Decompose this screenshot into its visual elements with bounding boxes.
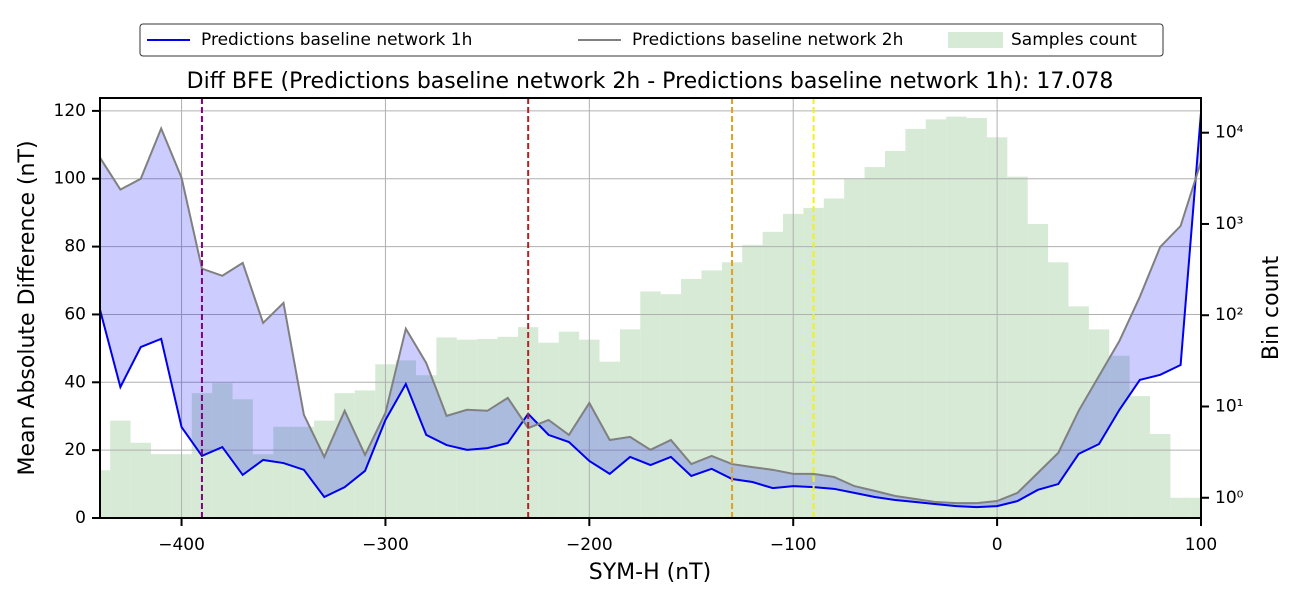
x-axis-label: SYM-H (nT) <box>589 560 711 585</box>
histogram-bar <box>477 338 498 518</box>
histogram-bar <box>558 331 580 518</box>
histogram-bar <box>395 360 417 518</box>
histogram-bar <box>1190 497 1201 518</box>
legend-swatch <box>948 32 1003 48</box>
y2-axis-label: Bin count <box>1259 256 1284 361</box>
histogram-bar <box>1129 396 1151 518</box>
legend-label: Predictions baseline network 2h <box>632 30 903 50</box>
histogram-bar <box>1088 329 1110 518</box>
y2-tick-label: 10⁴ <box>1215 123 1244 143</box>
histogram-bar <box>966 117 987 518</box>
histogram-bar <box>150 454 172 518</box>
x-tick-label: 0 <box>992 535 1003 555</box>
histogram-bar <box>1170 497 1191 518</box>
histogram-bar <box>1007 176 1028 518</box>
y-tick-label: 120 <box>54 101 86 121</box>
histogram-bar <box>538 342 559 518</box>
y2-tick-label: 10³ <box>1215 214 1243 234</box>
series-line <box>100 112 1201 509</box>
y2-tick-label: 10¹ <box>1215 396 1243 416</box>
histogram-bar <box>701 270 722 518</box>
histogram-bar <box>293 426 315 518</box>
histogram-bar <box>905 128 926 518</box>
histogram-bar <box>864 167 885 518</box>
y-tick-label: 0 <box>75 508 86 528</box>
y2-tick-label: 10⁰ <box>1215 488 1244 508</box>
legend-label: Samples count <box>1011 30 1137 50</box>
chart-title: Diff BFE (Predictions baseline network 2… <box>187 69 1114 94</box>
plot-area <box>100 98 1201 518</box>
histogram-bar <box>762 231 784 518</box>
histogram-bar <box>1027 223 1049 518</box>
histogram-bar <box>884 151 906 518</box>
legend-box <box>139 23 1164 57</box>
y-tick-label: 80 <box>64 237 86 257</box>
histogram-bar <box>946 116 967 518</box>
histogram-bar <box>823 198 845 518</box>
y-axis-label: Mean Absolute Difference (nT) <box>15 140 40 475</box>
histogram-bar <box>456 339 478 518</box>
histogram-bar <box>660 294 682 518</box>
x-tick-label: 100 <box>1185 535 1217 555</box>
y2-tick-label: 10² <box>1215 305 1243 325</box>
histogram-bar <box>110 420 131 518</box>
series-line <box>100 125 1201 505</box>
histogram-bar <box>1048 262 1069 518</box>
plot-frame <box>99 97 1202 519</box>
histogram-bar <box>1150 433 1171 518</box>
x-tick-label: −100 <box>770 535 817 555</box>
legend-label: Predictions baseline network 1h <box>201 30 472 50</box>
histogram-bar <box>619 329 641 518</box>
y-tick-label: 100 <box>54 169 86 189</box>
x-tick-label: −300 <box>362 535 409 555</box>
y-tick-label: 20 <box>64 440 86 460</box>
histogram-bar <box>130 442 151 518</box>
y-tick-label: 60 <box>64 304 86 324</box>
histogram-bar <box>1109 355 1130 518</box>
histogram-bar <box>100 470 111 518</box>
histogram-bar <box>252 454 274 518</box>
histogram-bar <box>416 375 437 518</box>
histogram-bar <box>273 426 294 518</box>
histogram-bar <box>640 291 661 518</box>
histogram-bar <box>925 119 947 518</box>
y-tick-label: 40 <box>64 372 86 392</box>
x-tick-label: −200 <box>566 535 613 555</box>
histogram-bar <box>232 399 253 518</box>
histogram-bar <box>844 179 865 518</box>
x-tick-label: −400 <box>158 535 205 555</box>
